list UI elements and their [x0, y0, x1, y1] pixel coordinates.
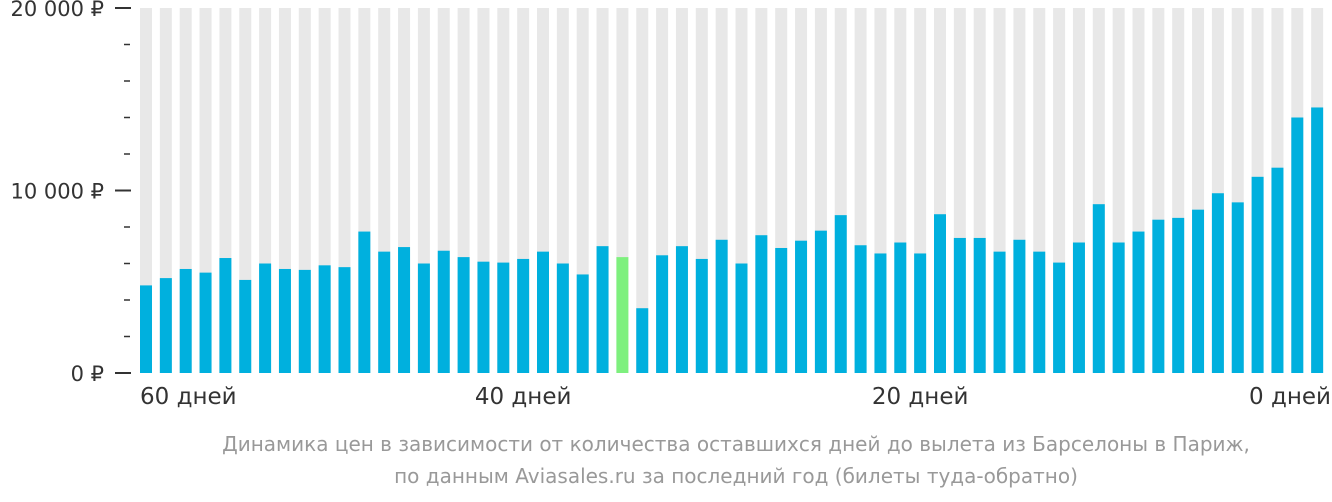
- x-tick-label: 60 дней: [140, 384, 237, 410]
- x-tick-label: 20 дней: [872, 384, 969, 410]
- x-tick-label: 0 дней: [1249, 384, 1331, 410]
- price-bar: [1192, 209, 1205, 373]
- price-bar: [1311, 107, 1324, 374]
- price-bar: [1033, 251, 1046, 373]
- price-bar: [834, 215, 847, 373]
- price-bar: [259, 263, 272, 373]
- price-bar: [1092, 204, 1105, 373]
- price-bar: [457, 257, 470, 373]
- y-tick-label: 0 ₽: [71, 362, 104, 386]
- x-tick-label: 40 дней: [475, 384, 572, 410]
- caption-line-1: Динамика цен в зависимости от количества…: [222, 432, 1250, 456]
- price-bar: [1291, 117, 1304, 373]
- price-chart: 0 ₽ 10 000 ₽ 20 000 ₽ 60 дней 40 дней 20 дней…: [10, 0, 1331, 410]
- price-bar: [517, 258, 530, 373]
- price-bar: [417, 263, 430, 373]
- price-bar: [1152, 219, 1165, 373]
- price-bar: [159, 278, 172, 373]
- price-bar: [576, 274, 589, 373]
- price-bar: [497, 262, 510, 373]
- price-bar: [219, 258, 232, 373]
- price-bar: [795, 240, 808, 373]
- price-bar: [1053, 262, 1066, 373]
- price-bar: [298, 269, 311, 373]
- price-bar: [973, 237, 986, 373]
- price-bar: [735, 263, 748, 373]
- price-bar: [695, 258, 708, 373]
- y-tick-label: 20 000 ₽: [10, 0, 104, 21]
- price-bar: [993, 251, 1006, 373]
- price-bar: [556, 263, 569, 373]
- price-bar: [140, 285, 152, 373]
- price-bar: [814, 230, 827, 373]
- highlight-bar: [616, 257, 629, 373]
- price-bar: [1132, 231, 1145, 373]
- price-bar: [854, 245, 867, 373]
- price-bar: [1211, 193, 1224, 373]
- price-bar: [398, 247, 411, 373]
- price-bar: [477, 261, 490, 373]
- price-bar: [358, 231, 371, 373]
- price-bar: [636, 308, 649, 373]
- price-bar: [1271, 167, 1284, 373]
- price-bar: [596, 246, 609, 373]
- price-bar: [338, 267, 351, 373]
- price-bar: [318, 265, 331, 373]
- price-bar: [1013, 239, 1026, 373]
- price-bar: [537, 251, 549, 373]
- price-bar: [1072, 242, 1085, 373]
- background-bar: [140, 8, 152, 373]
- price-bar: [437, 250, 450, 373]
- price-bar: [1251, 176, 1264, 373]
- price-bar: [934, 214, 946, 373]
- background-bar: [636, 8, 649, 373]
- price-bar: [675, 246, 688, 373]
- price-bar: [1112, 242, 1125, 373]
- price-bar: [715, 239, 728, 373]
- price-bar: [239, 279, 252, 373]
- price-bar: [278, 268, 291, 373]
- price-bar: [179, 268, 192, 373]
- price-bar: [914, 253, 927, 373]
- price-bar: [656, 255, 669, 373]
- price-bar: [1172, 217, 1185, 373]
- price-bar: [953, 237, 966, 373]
- price-bar: [755, 235, 768, 373]
- price-bar: [378, 251, 391, 373]
- chart-caption: Динамика цен в зависимости от количества…: [80, 428, 1332, 492]
- y-tick-label: 10 000 ₽: [10, 180, 104, 204]
- price-bar: [894, 242, 907, 373]
- price-bar: [775, 247, 788, 373]
- caption-line-2: по данным Aviasales.ru за последний год …: [394, 464, 1078, 488]
- price-bar: [874, 253, 887, 373]
- price-bar: [1231, 202, 1244, 373]
- price-bar: [199, 272, 212, 373]
